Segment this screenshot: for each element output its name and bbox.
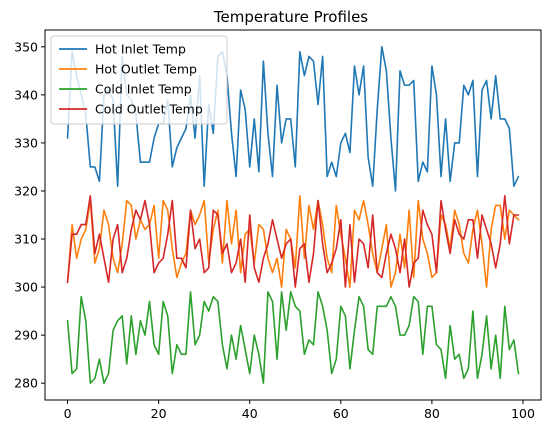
- legend-box: [50, 35, 228, 125]
- y-tick-label: 320: [14, 183, 38, 198]
- y-tick-label: 330: [14, 135, 38, 150]
- y-tick-label: 350: [14, 39, 38, 54]
- x-axis: 0 20 40 60 80 100: [64, 400, 535, 421]
- x-tick-label: 100: [511, 406, 535, 421]
- legend-label: Hot Outlet Temp: [95, 62, 197, 77]
- x-tick-label: 0: [64, 406, 72, 421]
- x-tick-label: 40: [242, 406, 258, 421]
- series-line-cold-inlet-temp: [66, 291, 520, 384]
- y-tick-label: 310: [14, 232, 38, 247]
- chart-title: Temperature Profiles: [213, 8, 368, 26]
- series-line-cold-outlet-temp: [66, 194, 520, 288]
- x-tick-label: 20: [151, 406, 167, 421]
- series-line-hot-inlet-temp: [66, 46, 520, 192]
- x-tick-label: 60: [333, 406, 349, 421]
- series-layer: [66, 46, 520, 384]
- y-tick-label: 340: [14, 87, 38, 102]
- axes-frame: [44, 29, 542, 401]
- legend-label: Hot Inlet Temp: [95, 42, 186, 57]
- legend-label: Cold Outlet Temp: [95, 102, 203, 117]
- x-tick-label: 80: [424, 406, 440, 421]
- legend: Hot Inlet Temp Hot Outlet Temp Cold Inlet …: [50, 35, 228, 125]
- y-tick-label: 300: [14, 280, 38, 295]
- legend-label: Cold Inlet Temp: [95, 82, 192, 97]
- y-tick-label: 280: [14, 376, 38, 391]
- y-tick-label: 290: [14, 328, 38, 343]
- y-axis: 280 290 300 310 320 330 340 350: [14, 39, 45, 391]
